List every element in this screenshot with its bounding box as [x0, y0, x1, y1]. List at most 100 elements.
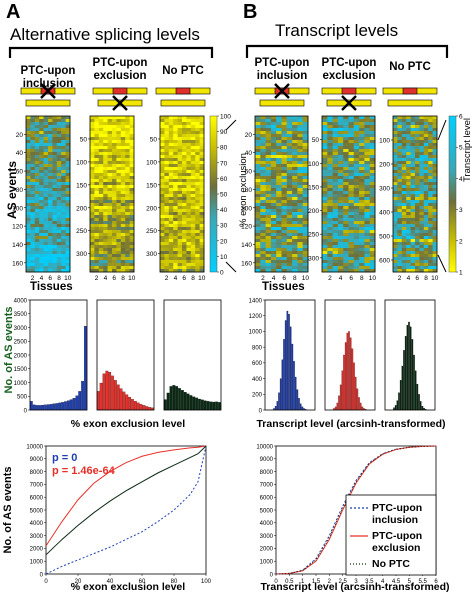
heat-cell	[359, 206, 365, 210]
hist-bar	[341, 370, 344, 411]
heat-cell	[286, 266, 293, 270]
heat-cell	[406, 131, 411, 135]
heat-cell	[353, 185, 360, 189]
heat-cell	[343, 125, 349, 129]
heat-cell	[39, 155, 44, 159]
heat-cell	[182, 236, 187, 240]
heat-cell	[48, 197, 53, 201]
heat-cell	[52, 233, 58, 237]
heat-cell	[265, 125, 272, 129]
heat-cell	[260, 179, 266, 183]
heat-cell	[327, 176, 333, 180]
heat-cell	[43, 221, 49, 225]
heat-cell	[322, 146, 328, 150]
heat-cell	[432, 194, 438, 198]
heat-cell	[61, 230, 66, 234]
heat-cell	[34, 137, 40, 141]
heat-cell	[255, 203, 261, 207]
heat-cell	[107, 263, 113, 267]
heat-cell	[164, 143, 170, 147]
heat-cell	[107, 227, 113, 231]
heat-cell	[116, 179, 122, 183]
heat-cell	[98, 230, 104, 234]
heat-cell	[168, 173, 174, 177]
heat-cell	[265, 212, 272, 216]
heat-cell	[195, 125, 200, 129]
heat-cell	[52, 245, 58, 249]
heat-cell	[43, 206, 49, 210]
heat-cell	[199, 260, 205, 264]
heat-cell	[125, 266, 130, 270]
heat-cell	[369, 140, 376, 144]
hist-bar	[343, 354, 345, 411]
hist-bar	[108, 371, 112, 411]
heat-cell	[168, 140, 174, 144]
heat-cell	[168, 164, 174, 168]
heat-cell	[195, 194, 200, 198]
heat-cell	[120, 227, 126, 231]
cum-xtick-label: 4	[381, 579, 385, 585]
heat-cell	[432, 269, 438, 273]
heat-cell	[103, 194, 108, 198]
heat-cell	[129, 212, 135, 216]
heat-cell	[30, 230, 36, 234]
heat-cell	[423, 230, 429, 234]
heat-cell	[343, 149, 349, 153]
cum-ytick-label: 6000	[30, 496, 44, 502]
heatmap-xtick-label: 2	[328, 275, 332, 282]
hist-bar	[169, 386, 173, 411]
heat-cell	[401, 245, 407, 249]
heat-cell	[397, 137, 403, 141]
heat-cell	[107, 236, 113, 240]
heat-cell	[173, 266, 178, 270]
exon-bar-skipped	[25, 99, 71, 107]
heat-cell	[327, 215, 333, 219]
heat-cell	[116, 146, 122, 150]
heat-cell	[428, 167, 433, 171]
heat-cell	[26, 248, 31, 252]
heat-cell	[164, 257, 170, 261]
heat-cell	[94, 263, 100, 267]
heat-cell	[302, 152, 309, 156]
heat-cell	[369, 209, 376, 213]
heat-cell	[61, 137, 66, 141]
heat-cell	[410, 140, 416, 144]
heat-cell	[322, 215, 328, 219]
heat-cell	[164, 191, 170, 195]
heat-cell	[116, 206, 122, 210]
heat-cell	[43, 263, 49, 267]
heat-cell	[364, 140, 371, 144]
heat-cell	[160, 128, 165, 132]
heat-cell	[397, 176, 403, 180]
heat-cell	[297, 161, 304, 165]
heat-cell	[48, 179, 53, 183]
heat-cell	[369, 221, 376, 225]
colorbar-b-braces	[437, 119, 447, 273]
heat-cell	[98, 212, 104, 216]
heat-cell	[292, 203, 298, 207]
heat-cell	[410, 200, 416, 204]
heat-cell	[286, 128, 293, 132]
heat-cell	[337, 197, 344, 201]
heat-cell	[332, 191, 339, 195]
cross-mark-icon	[341, 95, 357, 111]
heat-cell	[343, 218, 349, 222]
heat-cell	[297, 194, 304, 198]
heat-cell	[39, 140, 44, 144]
heat-cell	[177, 164, 183, 168]
heat-cell	[369, 137, 376, 141]
heat-cell	[39, 242, 44, 246]
heatmap-xtick-label: 6	[282, 275, 286, 282]
heat-cell	[34, 200, 40, 204]
heat-cell	[186, 176, 192, 180]
heat-cell	[34, 155, 40, 159]
heat-cell	[401, 182, 407, 186]
heatmap-xtick-label: 8	[191, 275, 195, 282]
heat-cell	[112, 149, 117, 153]
heat-cell	[432, 134, 438, 138]
hist-a-xlabel: % exon exclusion level	[71, 418, 185, 430]
heat-cell	[107, 200, 113, 204]
heat-cell	[56, 128, 62, 132]
heat-cell	[34, 260, 40, 264]
heat-cell	[116, 221, 122, 225]
